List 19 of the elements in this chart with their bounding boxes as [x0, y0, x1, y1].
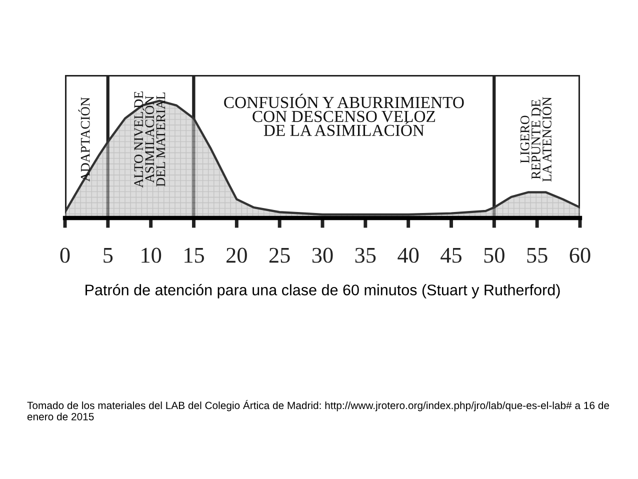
x-tick-label: 10 — [142, 248, 162, 263]
x-tick-label: 20 — [226, 248, 247, 263]
x-axis-title: Patrón de atención para una clase de 60 minutos (Stuart y Rutherford) — [86, 284, 560, 298]
band-label: ALTO NIVEL DE ASIMILACIÓN DEL MATERIAL — [134, 92, 166, 188]
band-label: LIGERO REPUNTE DE LA ATENCIÓN — [520, 96, 552, 182]
x-tick-label: 0 — [60, 248, 70, 263]
x-tick-label: 35 — [355, 248, 376, 263]
x-tick-label: 40 — [398, 248, 419, 263]
x-tick-label: 30 — [312, 248, 333, 263]
x-tick-label: 50 — [484, 248, 504, 263]
x-tick-label: 55 — [527, 248, 548, 263]
band-label: ADAPTACIÓN — [78, 97, 90, 182]
x-tick-label: 45 — [440, 248, 462, 263]
x-tick-label: 5 — [104, 248, 113, 263]
x-tick-label: 15 — [184, 248, 204, 263]
x-tick-label: 25 — [269, 248, 290, 263]
text: Tomado de los materiales del LAB del Colegio Ártica de Madrid: http://www.jrotero.org/index.php/jro/lab/que-es-el-lab# a 16 de enero de 2015 — [27, 400, 610, 420]
x-tick-label: 60 — [570, 248, 590, 263]
band-label: CONFUSIÓN Y ABURRIMIENTO CON DESCENSO VELOZ DE LA ASIMILACIÓN — [224, 94, 464, 136]
